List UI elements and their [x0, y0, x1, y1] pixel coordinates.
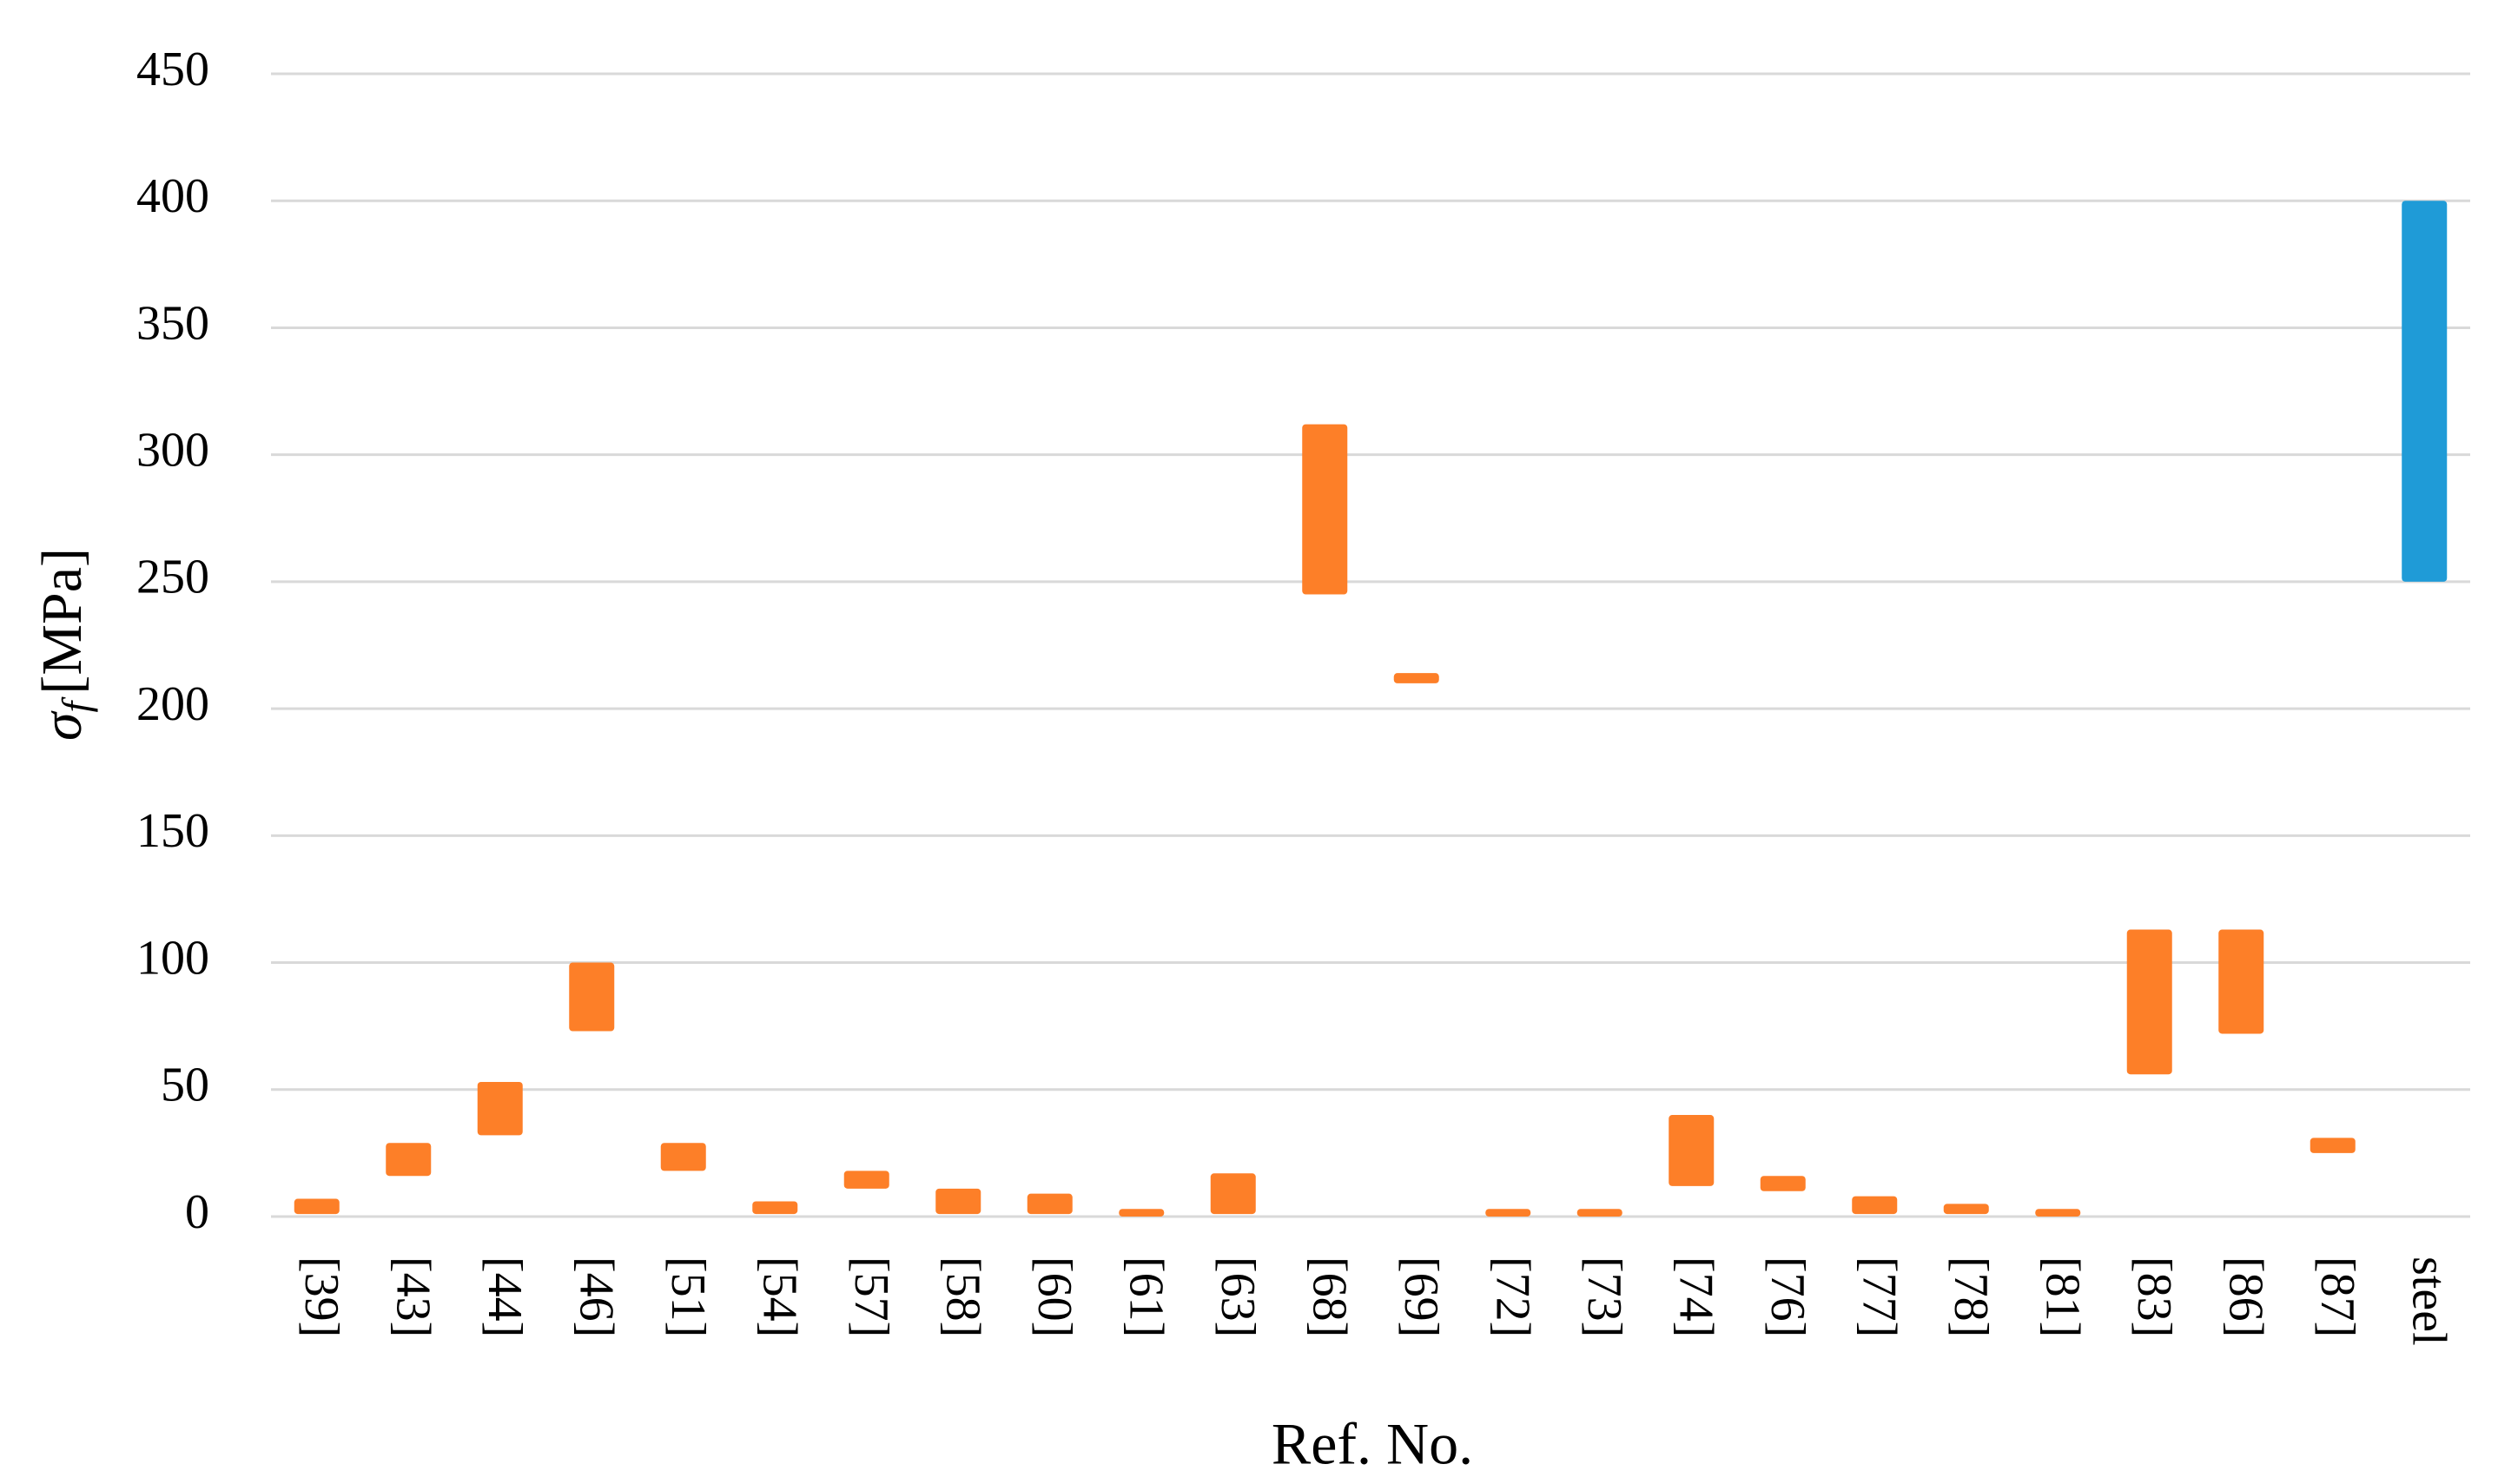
x-tick-label: [58]: [935, 1256, 989, 1337]
y-label-subscript: f: [54, 696, 98, 712]
x-tick-label: [73]: [1577, 1256, 1631, 1337]
range-bar: [477, 1082, 523, 1136]
range-bar: [1210, 1173, 1256, 1215]
x-tick-label: [69]: [1394, 1256, 1448, 1337]
y-tick-label: 50: [161, 1059, 209, 1112]
x-tick-label: [61]: [1119, 1256, 1173, 1337]
range-bar: [294, 1198, 340, 1215]
y-tick-label: 100: [136, 931, 209, 985]
range-bar: [1760, 1176, 1806, 1191]
range-bar: [752, 1201, 798, 1215]
range-bar: [1027, 1193, 1073, 1215]
x-tick-label: [76]: [1761, 1256, 1814, 1337]
x-tick-label: [77]: [1852, 1256, 1906, 1337]
y-label-symbol: σ: [30, 710, 94, 741]
range-bar: [1119, 1209, 1165, 1217]
y-tick-label: 450: [136, 43, 209, 96]
y-tick-label: 0: [185, 1185, 209, 1239]
range-bar: [1669, 1115, 1715, 1186]
x-tick-label: [87]: [2310, 1256, 2364, 1337]
y-tick-label: 400: [136, 169, 209, 223]
x-tick-label: [57]: [844, 1256, 898, 1337]
x-tick-label: [51]: [661, 1256, 715, 1337]
range-bar: [1302, 424, 1348, 595]
x-axis-label: Ref. No.: [1272, 1411, 1473, 1477]
x-tick-label: [83]: [2127, 1256, 2181, 1337]
x-tick-label: [68]: [1302, 1256, 1356, 1337]
range-bar: [386, 1143, 432, 1177]
x-tick-label: [72]: [1485, 1256, 1539, 1337]
range-bar: [2218, 929, 2264, 1034]
y-tick-label: 200: [136, 677, 209, 731]
range-bar: [569, 962, 615, 1032]
x-tick-label: [63]: [1211, 1256, 1265, 1337]
x-tick-label: [39]: [294, 1256, 348, 1337]
x-tick-label: steel: [2402, 1256, 2455, 1346]
x-tick-label: [60]: [1028, 1256, 1081, 1337]
x-tick-label: [46]: [569, 1256, 623, 1337]
y-label-unit: [MPa]: [30, 548, 94, 695]
range-bar: [935, 1188, 981, 1215]
x-tick-label: [44]: [478, 1256, 532, 1337]
y-axis-label: σf[MPa]: [30, 548, 97, 741]
range-bar: [2126, 929, 2172, 1075]
y-tick-label: 350: [136, 296, 209, 350]
y-tick-label: 300: [136, 424, 209, 478]
x-tick-label: [86]: [2218, 1256, 2272, 1337]
x-tick-label: [43]: [386, 1256, 439, 1337]
y-tick-label: 250: [136, 551, 209, 604]
range-bar: [660, 1143, 706, 1171]
range-bar: [1943, 1204, 1989, 1215]
range-bar: [1852, 1196, 1898, 1215]
range-bar: [843, 1171, 889, 1189]
range-bar: [1576, 1209, 1622, 1217]
range-bar: [2402, 201, 2448, 582]
y-tick-label: 150: [136, 804, 209, 858]
x-tick-label: [81]: [2035, 1256, 2089, 1337]
x-tick-label: [78]: [1944, 1256, 1998, 1337]
x-tick-label: [54]: [752, 1256, 806, 1337]
x-tick-label: [74]: [1669, 1256, 1722, 1337]
range-bar: [2310, 1138, 2356, 1153]
range-bar: [1485, 1209, 1531, 1217]
range-bar: [2035, 1209, 2081, 1217]
range-bar: [1393, 673, 1439, 683]
